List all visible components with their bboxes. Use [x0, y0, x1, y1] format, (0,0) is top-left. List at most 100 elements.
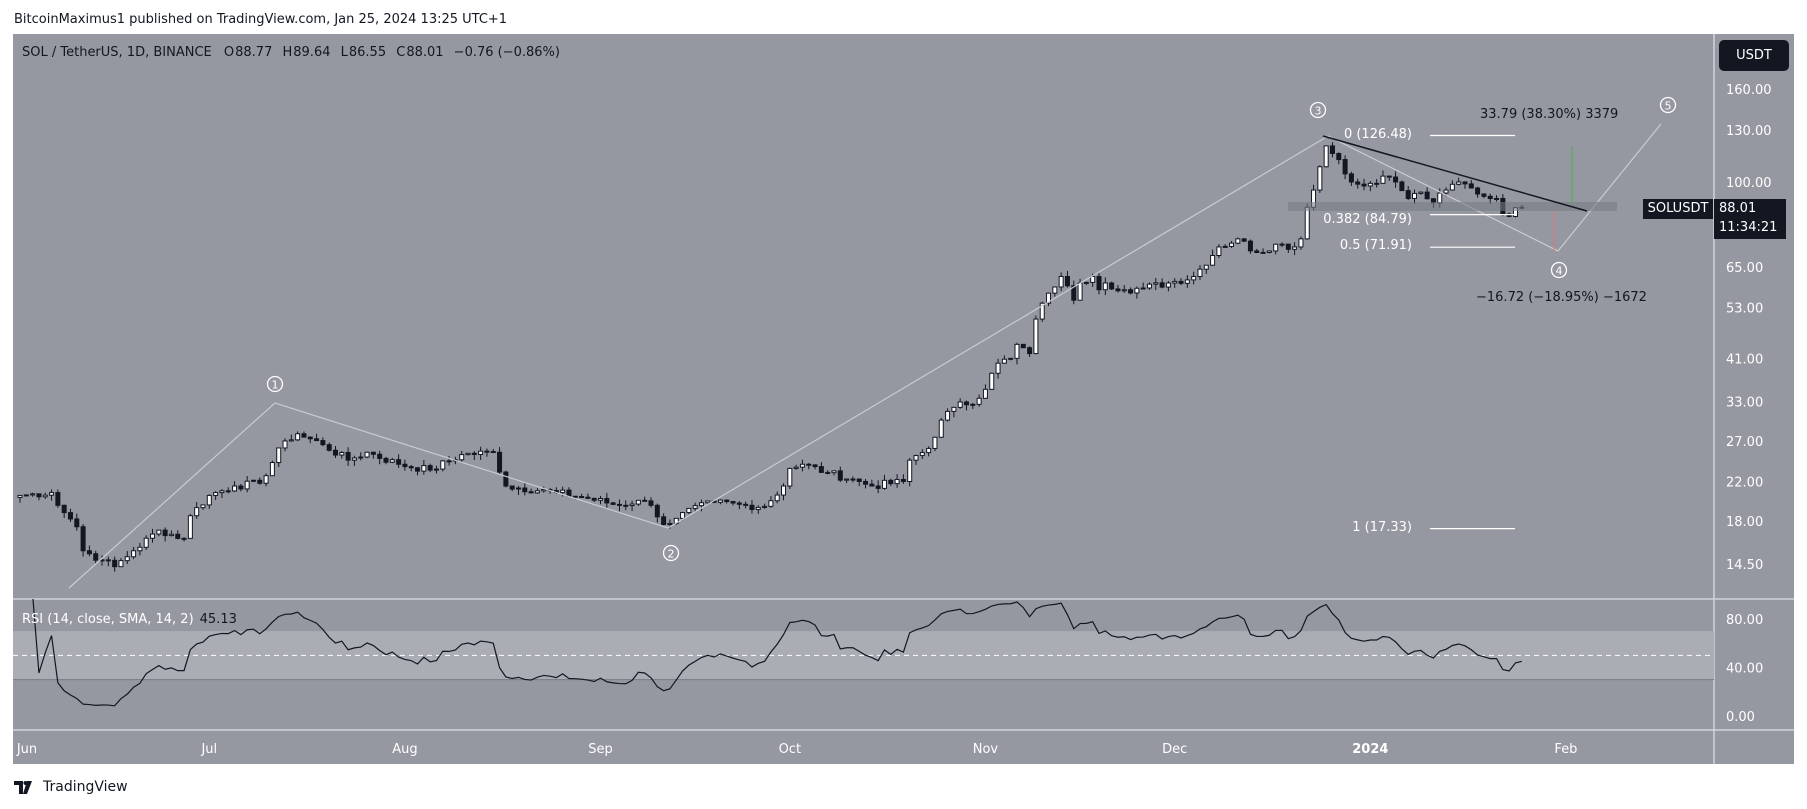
candle-body — [17, 494, 23, 498]
candle-body — [642, 499, 648, 502]
candle — [389, 457, 395, 464]
candle-body — [93, 553, 99, 561]
candle — [1260, 248, 1266, 254]
candle — [648, 497, 654, 508]
candle — [1418, 191, 1424, 195]
candle — [982, 384, 988, 399]
candle-body — [1109, 282, 1115, 290]
candle — [515, 485, 521, 495]
candle-body — [818, 466, 824, 473]
time-axis-label: Jun — [16, 742, 37, 757]
candle — [919, 449, 925, 460]
candle-body — [598, 497, 604, 501]
rsi-legend: RSI (14, close, SMA, 14, 2) 45.13 — [22, 612, 237, 627]
candle — [1178, 278, 1184, 286]
price-axis-label: 100.00 — [1726, 176, 1772, 191]
candle — [301, 431, 307, 438]
candle — [1424, 187, 1430, 200]
published-caption: BitcoinMaximus1 published on TradingView… — [14, 12, 508, 27]
candle — [232, 481, 238, 493]
last-price-tag: 88.01 11:34:21 — [1714, 199, 1786, 239]
candle-body — [1254, 250, 1260, 254]
candle-body — [863, 480, 869, 485]
candle — [364, 451, 370, 459]
candle-body — [629, 503, 635, 507]
rsi-axis-label: 80.00 — [1726, 613, 1763, 628]
candle — [1241, 237, 1247, 243]
fib-label-05: 0.5 (71.91) — [1339, 238, 1412, 253]
candle-body — [1064, 276, 1070, 287]
candle-body — [1222, 245, 1228, 248]
candle — [194, 501, 200, 519]
candle-body — [654, 504, 660, 518]
tradingview-logo[interactable]: TradingView — [14, 779, 128, 795]
candle-body — [1424, 191, 1430, 200]
candle — [686, 507, 692, 515]
candle-body — [1405, 190, 1411, 199]
candle — [762, 503, 768, 509]
candle — [282, 438, 288, 452]
candle-body — [42, 494, 48, 498]
candle-body — [370, 451, 376, 455]
wave-circle-icon — [1309, 101, 1327, 119]
close-label: C — [396, 45, 406, 60]
candle — [484, 448, 490, 457]
candle-body — [1443, 189, 1449, 194]
time-axis-label: 2024 — [1352, 742, 1388, 757]
candle-body — [768, 500, 774, 507]
candle — [1191, 271, 1197, 285]
candle-body — [232, 485, 238, 492]
candle-body — [351, 457, 357, 461]
candle-body — [1115, 288, 1121, 292]
candle-body — [919, 452, 925, 457]
time-axis-label: Dec — [1162, 742, 1187, 757]
candle — [150, 528, 156, 543]
candle-body — [938, 419, 944, 438]
candle-body — [528, 491, 534, 494]
candle — [105, 556, 111, 567]
candle — [888, 478, 894, 486]
candle — [1096, 273, 1102, 295]
bar-countdown: 11:34:21 — [1719, 220, 1778, 235]
candle — [333, 445, 338, 458]
candle-body — [812, 464, 818, 468]
candle — [1109, 281, 1115, 290]
currency-button[interactable]: USDT — [1719, 40, 1789, 71]
price-axis-label: 33.00 — [1726, 395, 1763, 410]
candle — [717, 499, 723, 505]
candle-body — [1449, 183, 1455, 191]
candle — [465, 452, 471, 456]
measure-down-text: −16.72 (−18.95%) −1672 — [1476, 290, 1647, 305]
candle — [1052, 286, 1058, 297]
candle — [326, 442, 332, 452]
candle-body — [787, 467, 793, 487]
candle-body — [30, 493, 36, 496]
wave-number: 5 — [1665, 100, 1672, 113]
candle-body — [257, 479, 263, 484]
candle — [1342, 155, 1348, 180]
candle — [74, 513, 80, 531]
candle-body — [1008, 357, 1014, 360]
candle — [370, 451, 376, 459]
candle — [1153, 277, 1159, 291]
candle — [168, 530, 174, 537]
candle-body — [982, 388, 988, 399]
candle-body — [951, 406, 957, 412]
candle — [1216, 244, 1222, 259]
price-axis-label: 41.00 — [1726, 352, 1763, 367]
candle — [1229, 241, 1235, 248]
wave-label-4: 4 — [1550, 261, 1568, 279]
candle-body — [1071, 285, 1077, 301]
candle-body — [1292, 246, 1298, 250]
candle-body — [976, 397, 982, 405]
candle-body — [604, 497, 610, 504]
candle-body — [825, 471, 831, 474]
wave-circle-icon — [1550, 261, 1568, 279]
candle-body — [446, 460, 452, 463]
rsi-line — [32, 599, 1522, 707]
close-value: 88.01 — [406, 45, 444, 60]
candle-body — [74, 518, 80, 528]
candle — [314, 433, 320, 442]
candle — [730, 500, 736, 506]
